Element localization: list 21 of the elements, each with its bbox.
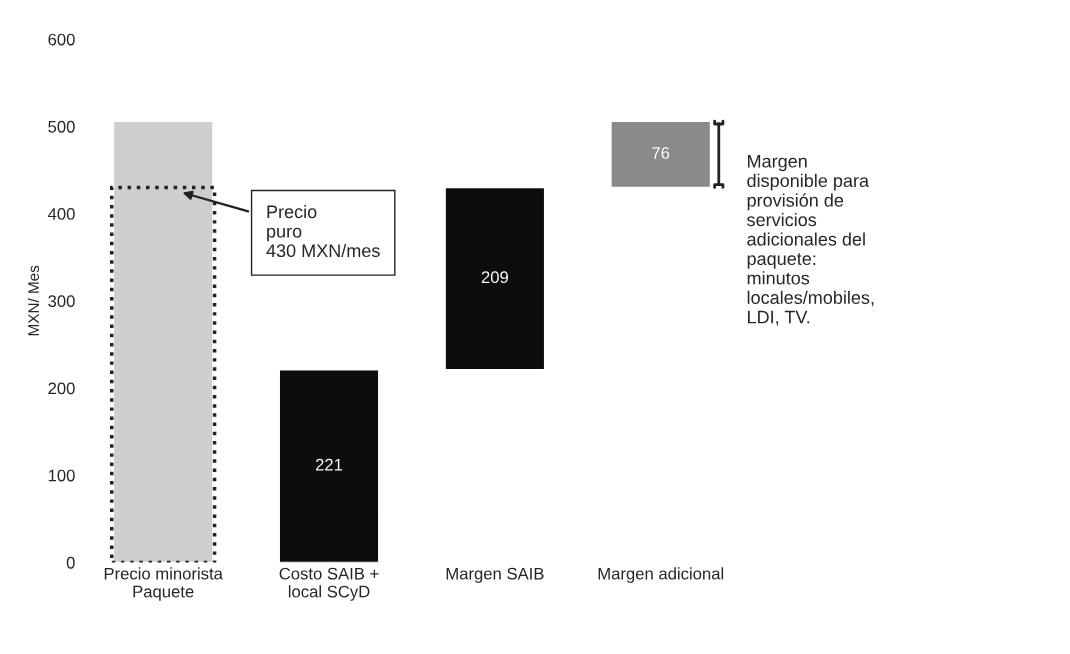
bar xyxy=(278,369,380,563)
bar xyxy=(444,186,546,371)
y-tick-label: 600 xyxy=(48,33,75,46)
data-label: 221 xyxy=(315,458,343,471)
y-tick-label: 100 xyxy=(48,469,75,482)
y-tick-label: 200 xyxy=(48,382,75,395)
annotation: Precio puro 430 MXN/mes xyxy=(266,204,380,258)
y-axis-title: MXN/ Mes xyxy=(27,265,40,336)
data-label: 209 xyxy=(481,271,508,284)
y-tick-label: 0 xyxy=(66,556,75,569)
x-tick-label: Margen SAIB xyxy=(446,567,544,583)
y-tick-label: 300 xyxy=(48,295,75,308)
bar xyxy=(610,120,712,189)
text: Margen disponible para provisión de servicios adicionales del paquete: minutos locales/mobiles, LDI, TV. xyxy=(747,155,874,326)
x-tick-label: Margen adicional xyxy=(598,567,724,583)
bar xyxy=(112,120,214,563)
data-label: 76 xyxy=(652,147,670,159)
x-tick-label: Costo SAIB + local SCyD xyxy=(279,567,379,601)
y-tick-label: 400 xyxy=(47,208,75,220)
x-tick-label: Precio minorista Paquete xyxy=(104,567,223,601)
y-tick-label: 500 xyxy=(48,120,75,133)
